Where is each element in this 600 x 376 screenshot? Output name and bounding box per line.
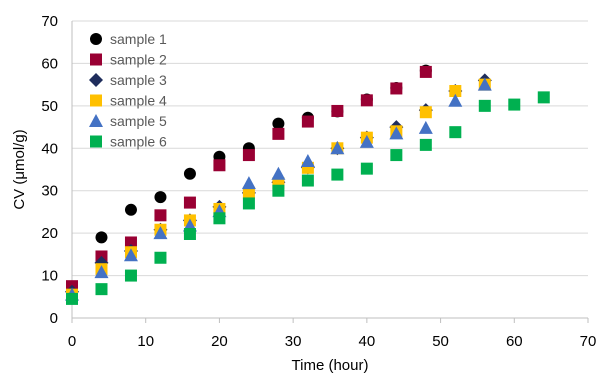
data-point [183,227,196,240]
y-tick-label: 70 [41,13,58,30]
data-point [330,141,345,155]
data-point [94,265,109,279]
data-point [183,196,196,209]
data-point [301,115,314,128]
data-point [272,117,285,130]
data-point [154,251,167,264]
data-point [537,91,550,104]
data-point [124,269,137,282]
data-point [183,167,196,180]
data-point [390,82,403,95]
data-points [65,64,550,305]
x-tick-label: 50 [432,333,449,350]
legend-label: sample 1 [110,31,167,47]
legend-marker [89,114,103,127]
y-tick-label: 40 [41,140,58,157]
data-point [448,93,463,107]
data-point [449,85,462,98]
data-point [242,197,255,210]
axes [71,21,589,323]
data-point [300,154,315,168]
x-tick-label: 20 [211,333,228,350]
legend-label: sample 6 [110,134,167,150]
legend-item: sample 1 [90,31,167,47]
data-point [95,283,108,296]
y-tick-label: 60 [41,55,58,72]
y-tick-label: 50 [41,98,58,115]
data-point [153,226,168,240]
x-tick-label: 0 [68,333,76,350]
legend-label: sample 5 [110,113,167,129]
data-point [154,191,167,204]
data-point [271,166,286,180]
data-point [360,162,373,175]
y-axis-title: CV (μmol/g) [11,129,28,209]
data-point [213,212,226,225]
data-point [359,134,374,148]
x-tick-label: 40 [359,333,376,350]
x-tick-label: 10 [137,333,154,350]
legend-item: sample 4 [90,93,167,109]
legend-marker [90,53,102,66]
data-point [124,236,137,249]
x-axis-title: Time (hour) [292,357,369,374]
data-point [242,149,255,162]
data-point [123,248,138,262]
legend-marker [90,94,102,107]
data-point [478,99,491,112]
data-point [301,174,314,187]
data-point [419,106,432,119]
legend-item: sample 6 [90,134,167,150]
legend-label: sample 3 [110,72,167,88]
data-point [389,126,404,140]
data-point [390,149,403,162]
legend-marker [90,33,102,45]
legend-marker [89,73,103,87]
data-point [418,120,433,134]
y-tick-label: 30 [41,183,58,200]
data-point [331,104,344,117]
data-point [449,126,462,139]
legend-marker [90,135,102,148]
data-point [419,65,432,78]
data-point [508,98,521,111]
tick-labels: 0 10 20 30 40 50 60 70 0 10 20 30 40 50 60 70 [41,13,596,350]
legend-label: sample 2 [110,52,167,68]
x-tick-label: 60 [506,333,523,350]
data-point [66,292,78,305]
data-point [477,77,492,91]
x-tick-label: 30 [285,333,302,350]
legend-label: sample 4 [110,93,167,109]
data-point [154,209,167,222]
series-6 [66,91,550,305]
x-tick-label: 70 [580,333,597,350]
data-point [242,186,255,199]
y-tick-label: 0 [50,310,58,327]
legend-item: sample 5 [89,113,167,129]
y-tick-label: 20 [41,225,58,242]
data-point [272,184,285,197]
data-point [213,159,226,172]
data-point [272,127,285,140]
data-point [360,94,373,107]
data-point [95,231,108,244]
y-tick-label: 10 [41,268,58,285]
data-point [124,203,137,216]
data-point [241,176,256,190]
legend: sample 1 sample 2 sample 3 sample 4 sample 5… [89,31,167,150]
legend-item: sample 3 [89,72,167,88]
legend-item: sample 2 [90,52,167,68]
data-point [331,168,344,181]
data-point [419,138,432,151]
